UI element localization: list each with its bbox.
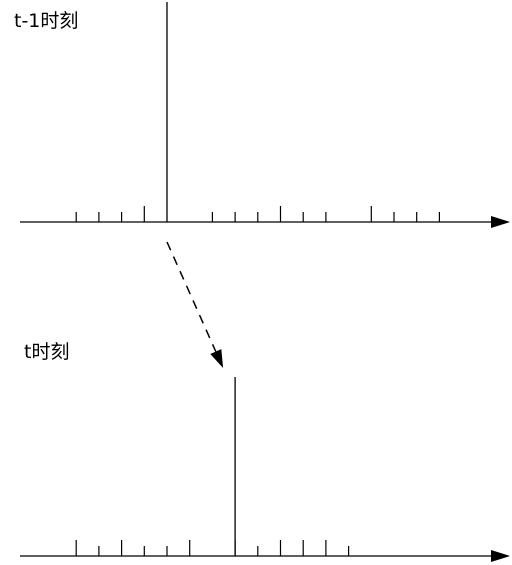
transition-dashed-line [166,241,217,352]
panel-label-previous: t-1时刻 [14,10,78,32]
transition-arrowhead [210,349,224,368]
panel-previous-time: t-1时刻 [14,2,510,228]
axis-arrowhead-previous [491,216,510,228]
panel-label-current: t时刻 [24,341,69,363]
panel-current-time: t时刻 [20,341,510,562]
tick-group-previous [75,206,440,222]
axis-arrowhead-current [491,550,510,562]
tick-group-current [75,540,350,556]
transition-arrow [166,241,224,368]
